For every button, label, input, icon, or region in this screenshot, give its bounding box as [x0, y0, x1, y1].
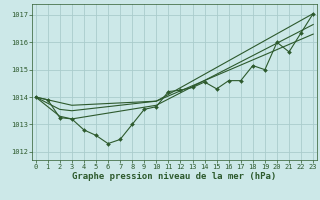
X-axis label: Graphe pression niveau de la mer (hPa): Graphe pression niveau de la mer (hPa) [72, 172, 276, 181]
